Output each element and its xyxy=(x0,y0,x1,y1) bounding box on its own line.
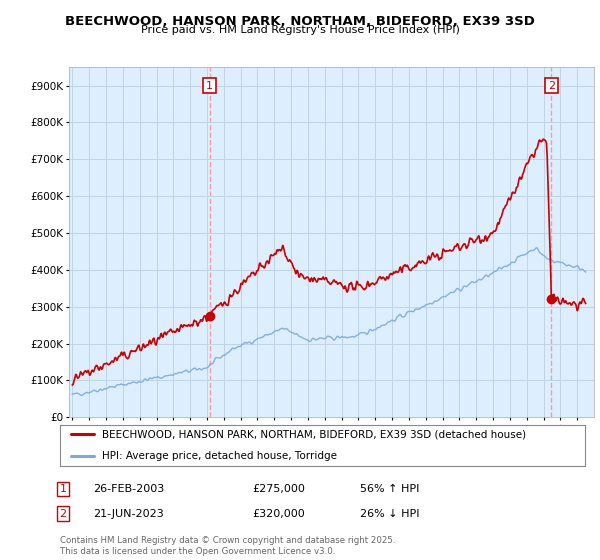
Text: 26% ↓ HPI: 26% ↓ HPI xyxy=(360,508,419,519)
Text: 2: 2 xyxy=(548,81,555,91)
Text: 1: 1 xyxy=(59,484,67,494)
Text: BEECHWOOD, HANSON PARK, NORTHAM, BIDEFORD, EX39 3SD (detached house): BEECHWOOD, HANSON PARK, NORTHAM, BIDEFOR… xyxy=(102,429,526,439)
Text: 2: 2 xyxy=(59,508,67,519)
Text: 21-JUN-2023: 21-JUN-2023 xyxy=(93,508,164,519)
Text: 1: 1 xyxy=(206,81,213,91)
Text: HPI: Average price, detached house, Torridge: HPI: Average price, detached house, Torr… xyxy=(102,451,337,461)
Text: Contains HM Land Registry data © Crown copyright and database right 2025.
This d: Contains HM Land Registry data © Crown c… xyxy=(60,536,395,556)
Text: £275,000: £275,000 xyxy=(252,484,305,494)
Text: BEECHWOOD, HANSON PARK, NORTHAM, BIDEFORD, EX39 3SD: BEECHWOOD, HANSON PARK, NORTHAM, BIDEFOR… xyxy=(65,15,535,27)
Text: 26-FEB-2003: 26-FEB-2003 xyxy=(93,484,164,494)
Text: Price paid vs. HM Land Registry's House Price Index (HPI): Price paid vs. HM Land Registry's House … xyxy=(140,25,460,35)
Text: 56% ↑ HPI: 56% ↑ HPI xyxy=(360,484,419,494)
Text: £320,000: £320,000 xyxy=(252,508,305,519)
